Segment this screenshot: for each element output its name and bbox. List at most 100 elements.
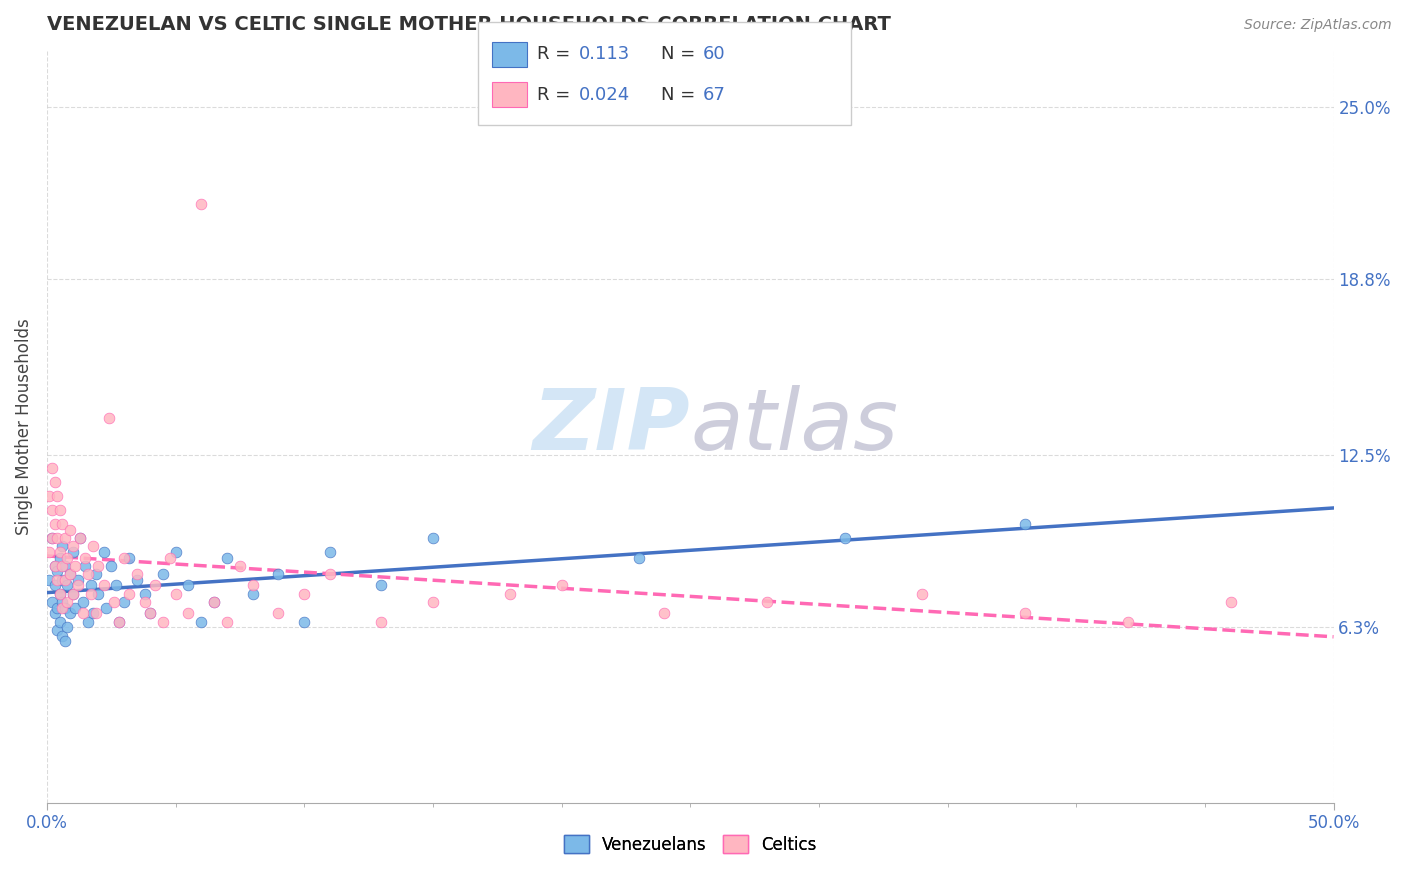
Point [56,595,79,609]
Point [44,558,66,573]
Point [134,595,156,609]
Text: N =: N = [661,86,700,103]
Legend: Venezuelans, Celtics: Venezuelans, Celtics [555,827,825,862]
Point [118,550,141,565]
Point [77,567,100,582]
Point [62,540,84,554]
Point [499,587,522,601]
Point [97,411,120,425]
Point [1014,517,1036,532]
Text: R =: R = [537,45,576,63]
Point [56,578,79,592]
Point [69,531,91,545]
Point [756,595,779,609]
Point [49,615,72,629]
Point [72,595,94,609]
Point [72,607,94,621]
Point [370,615,392,629]
Point [82,540,104,554]
Point [1014,607,1036,621]
Point [267,607,290,621]
Point [79,587,101,601]
Point [134,587,156,601]
Point [49,550,72,565]
Point [84,567,107,582]
Point [44,475,66,490]
Point [77,615,100,629]
Point [38,545,60,559]
Point [159,550,181,565]
Point [51,600,73,615]
Point [370,578,392,592]
Point [38,573,60,587]
Point [82,607,104,621]
Point [93,545,115,559]
Point [834,531,856,545]
Point [44,607,66,621]
Point [53,634,76,648]
Point [79,578,101,592]
Text: 0.024: 0.024 [579,86,630,103]
Point [49,503,72,517]
Point [66,578,89,592]
Point [59,607,82,621]
Point [1219,595,1241,609]
Point [292,587,315,601]
Point [62,545,84,559]
Point [46,623,69,637]
Point [125,573,148,587]
Point [108,615,131,629]
Point [69,531,91,545]
Text: ZIP: ZIP [533,385,690,468]
Point [75,550,97,565]
Text: 0.113: 0.113 [579,45,630,63]
Point [49,545,72,559]
Point [1116,615,1139,629]
Point [190,615,212,629]
Point [53,573,76,587]
Point [202,595,225,609]
Point [51,628,73,642]
Point [108,615,131,629]
Point [44,578,66,592]
Point [44,517,66,532]
Point [627,550,650,565]
Point [177,578,200,592]
Point [165,545,187,559]
Point [177,607,200,621]
Point [84,607,107,621]
Text: atlas: atlas [690,385,898,468]
Point [94,600,117,615]
Point [100,558,122,573]
Text: R =: R = [537,86,576,103]
Point [215,615,238,629]
Point [152,615,174,629]
Point [112,595,135,609]
Point [165,587,187,601]
Point [215,550,238,565]
Point [87,587,110,601]
Point [422,531,444,545]
Point [62,587,84,601]
Point [190,197,212,211]
Text: 60: 60 [703,45,725,63]
Point [267,567,290,582]
Point [46,573,69,587]
Y-axis label: Single Mother Households: Single Mother Households [15,318,32,535]
Point [51,540,73,554]
Point [51,573,73,587]
Point [38,489,60,503]
Point [93,578,115,592]
Point [139,607,162,621]
Point [51,558,73,573]
Point [41,531,63,545]
Point [125,567,148,582]
Point [112,550,135,565]
Point [56,550,79,565]
Point [53,531,76,545]
Point [46,600,69,615]
Point [319,567,342,582]
Point [51,517,73,532]
Point [911,587,934,601]
Point [56,620,79,634]
